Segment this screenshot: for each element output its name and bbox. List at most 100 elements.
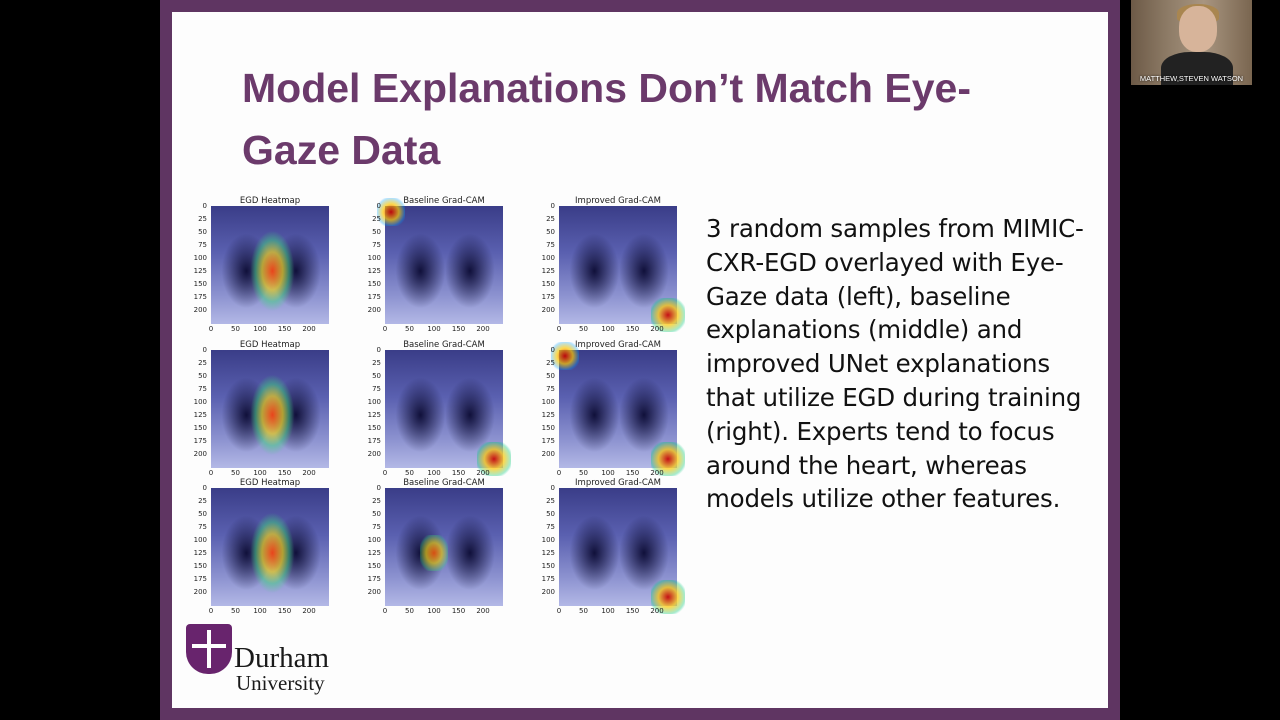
x-tick-label: 100 xyxy=(427,607,441,615)
x-tick-label: 0 xyxy=(382,325,388,333)
x-tick-label: 100 xyxy=(253,607,267,615)
y-tick-label: 75 xyxy=(546,523,555,531)
panel-title: Baseline Grad-CAM xyxy=(403,340,485,350)
panel-title: Baseline Grad-CAM xyxy=(403,196,485,206)
y-tick-label: 100 xyxy=(541,536,555,544)
x-tick-label: 200 xyxy=(476,469,490,477)
x-tick-label: 50 xyxy=(579,325,588,333)
x-tick-label: 0 xyxy=(208,325,214,333)
shield-icon xyxy=(186,624,232,674)
y-tick-label: 175 xyxy=(367,293,381,301)
x-tick-label: 50 xyxy=(231,469,240,477)
xray-image xyxy=(385,350,511,476)
y-tick-label: 150 xyxy=(367,280,381,288)
x-tick-label: 50 xyxy=(231,607,240,615)
x-axis-ticks: 0 50 100 150 200 xyxy=(383,607,503,617)
y-tick-label: 100 xyxy=(367,536,381,544)
y-tick-label: 175 xyxy=(193,293,207,301)
panel-improved-gradcam-3: Improved Grad-CAM 0 25 50 75 100 125 150 175 200… xyxy=(542,478,685,615)
y-tick-label: 25 xyxy=(198,359,207,367)
y-axis-ticks: 0 25 50 75 100 125 150 175 200 xyxy=(537,484,555,606)
y-tick-label: 200 xyxy=(193,588,207,596)
xray-image xyxy=(377,198,503,324)
y-tick-label: 200 xyxy=(367,588,381,596)
panel-improved-gradcam-2: Improved Grad-CAM 0 25 50 75 100 125 150 175 200… xyxy=(542,340,685,477)
xray-image xyxy=(559,206,685,332)
y-tick-label: 50 xyxy=(198,510,207,518)
x-tick-label: 0 xyxy=(556,607,562,615)
y-tick-label: 75 xyxy=(372,385,381,393)
y-tick-label: 25 xyxy=(372,215,381,223)
x-tick-label: 150 xyxy=(451,325,466,333)
y-axis-ticks: 0 25 50 75 100 125 150 175 200 xyxy=(537,202,555,324)
participant-video-tile[interactable]: MATTHEW,STEVEN WATSON xyxy=(1131,0,1252,85)
x-tick-label: 0 xyxy=(556,469,562,477)
y-tick-label: 175 xyxy=(193,437,207,445)
y-tick-label: 200 xyxy=(367,450,381,458)
x-tick-label: 100 xyxy=(253,325,267,333)
x-tick-label: 0 xyxy=(382,469,388,477)
y-tick-label: 50 xyxy=(546,510,555,518)
x-tick-label: 100 xyxy=(427,469,441,477)
y-tick-label: 125 xyxy=(193,267,207,275)
y-tick-label: 25 xyxy=(546,215,555,223)
y-tick-label: 100 xyxy=(367,254,381,262)
y-tick-label: 75 xyxy=(546,385,555,393)
panel-egd-heatmap-1: EGD Heatmap 0 25 50 75 100 125 150 175 200 0 50 100… xyxy=(194,196,329,333)
y-tick-label: 175 xyxy=(541,575,555,583)
panel-title: EGD Heatmap xyxy=(239,340,301,350)
panel-baseline-gradcam-3: Baseline Grad-CAM 0 25 50 75 100 125 150 175 200… xyxy=(368,478,503,615)
xray-image xyxy=(385,488,503,606)
xray-image xyxy=(211,206,329,324)
x-tick-label: 50 xyxy=(405,325,414,333)
panel-improved-gradcam-1: Improved Grad-CAM 0 25 50 75 100 125 150 175 200… xyxy=(542,196,685,333)
y-tick-label: 150 xyxy=(541,280,555,288)
y-tick-label: 200 xyxy=(541,588,555,596)
x-tick-label: 150 xyxy=(277,325,292,333)
x-tick-label: 150 xyxy=(277,469,292,477)
y-tick-label: 75 xyxy=(198,385,207,393)
participant-shirt xyxy=(1161,52,1233,85)
y-tick-label: 150 xyxy=(367,562,381,570)
y-tick-label: 125 xyxy=(541,549,555,557)
y-tick-label: 50 xyxy=(372,228,381,236)
y-axis-ticks: 0 25 50 75 100 125 150 175 200 xyxy=(363,484,381,606)
y-tick-label: 125 xyxy=(541,267,555,275)
x-tick-label: 0 xyxy=(208,607,214,615)
y-tick-label: 25 xyxy=(372,497,381,505)
y-tick-label: 0 xyxy=(202,202,207,210)
y-tick-label: 200 xyxy=(193,450,207,458)
y-tick-label: 0 xyxy=(550,202,555,210)
y-tick-label: 150 xyxy=(193,562,207,570)
y-tick-label: 50 xyxy=(372,510,381,518)
x-tick-label: 50 xyxy=(405,607,414,615)
y-tick-label: 125 xyxy=(193,549,207,557)
y-tick-label: 0 xyxy=(376,202,381,210)
y-tick-label: 50 xyxy=(372,372,381,380)
x-tick-label: 200 xyxy=(650,325,664,333)
x-tick-label: 200 xyxy=(650,469,664,477)
x-tick-label: 200 xyxy=(302,607,316,615)
y-tick-label: 0 xyxy=(550,346,555,354)
y-tick-label: 200 xyxy=(193,306,207,314)
presentation-slide: Model Explanations Don’t Match Eye-Gaze … xyxy=(172,12,1108,708)
xray-image xyxy=(211,488,329,606)
x-tick-label: 100 xyxy=(427,325,441,333)
y-tick-label: 125 xyxy=(367,411,381,419)
x-tick-label: 150 xyxy=(625,325,640,333)
x-tick-label: 0 xyxy=(556,325,562,333)
y-tick-label: 200 xyxy=(541,306,555,314)
x-axis-ticks: 0 50 100 150 200 xyxy=(208,607,329,617)
x-tick-label: 150 xyxy=(625,607,640,615)
panel-title: Baseline Grad-CAM xyxy=(403,478,485,488)
x-tick-label: 200 xyxy=(302,469,316,477)
x-tick-label: 150 xyxy=(451,607,466,615)
y-tick-label: 100 xyxy=(193,254,207,262)
x-tick-label: 150 xyxy=(277,607,292,615)
slide-body-text: 3 random samples from MIMIC-CXR-EGD over… xyxy=(706,214,1084,514)
y-tick-label: 75 xyxy=(198,523,207,531)
xray-image xyxy=(551,342,685,476)
y-tick-label: 100 xyxy=(541,254,555,262)
panel-title: EGD Heatmap xyxy=(239,478,301,488)
xray-image xyxy=(211,350,329,468)
